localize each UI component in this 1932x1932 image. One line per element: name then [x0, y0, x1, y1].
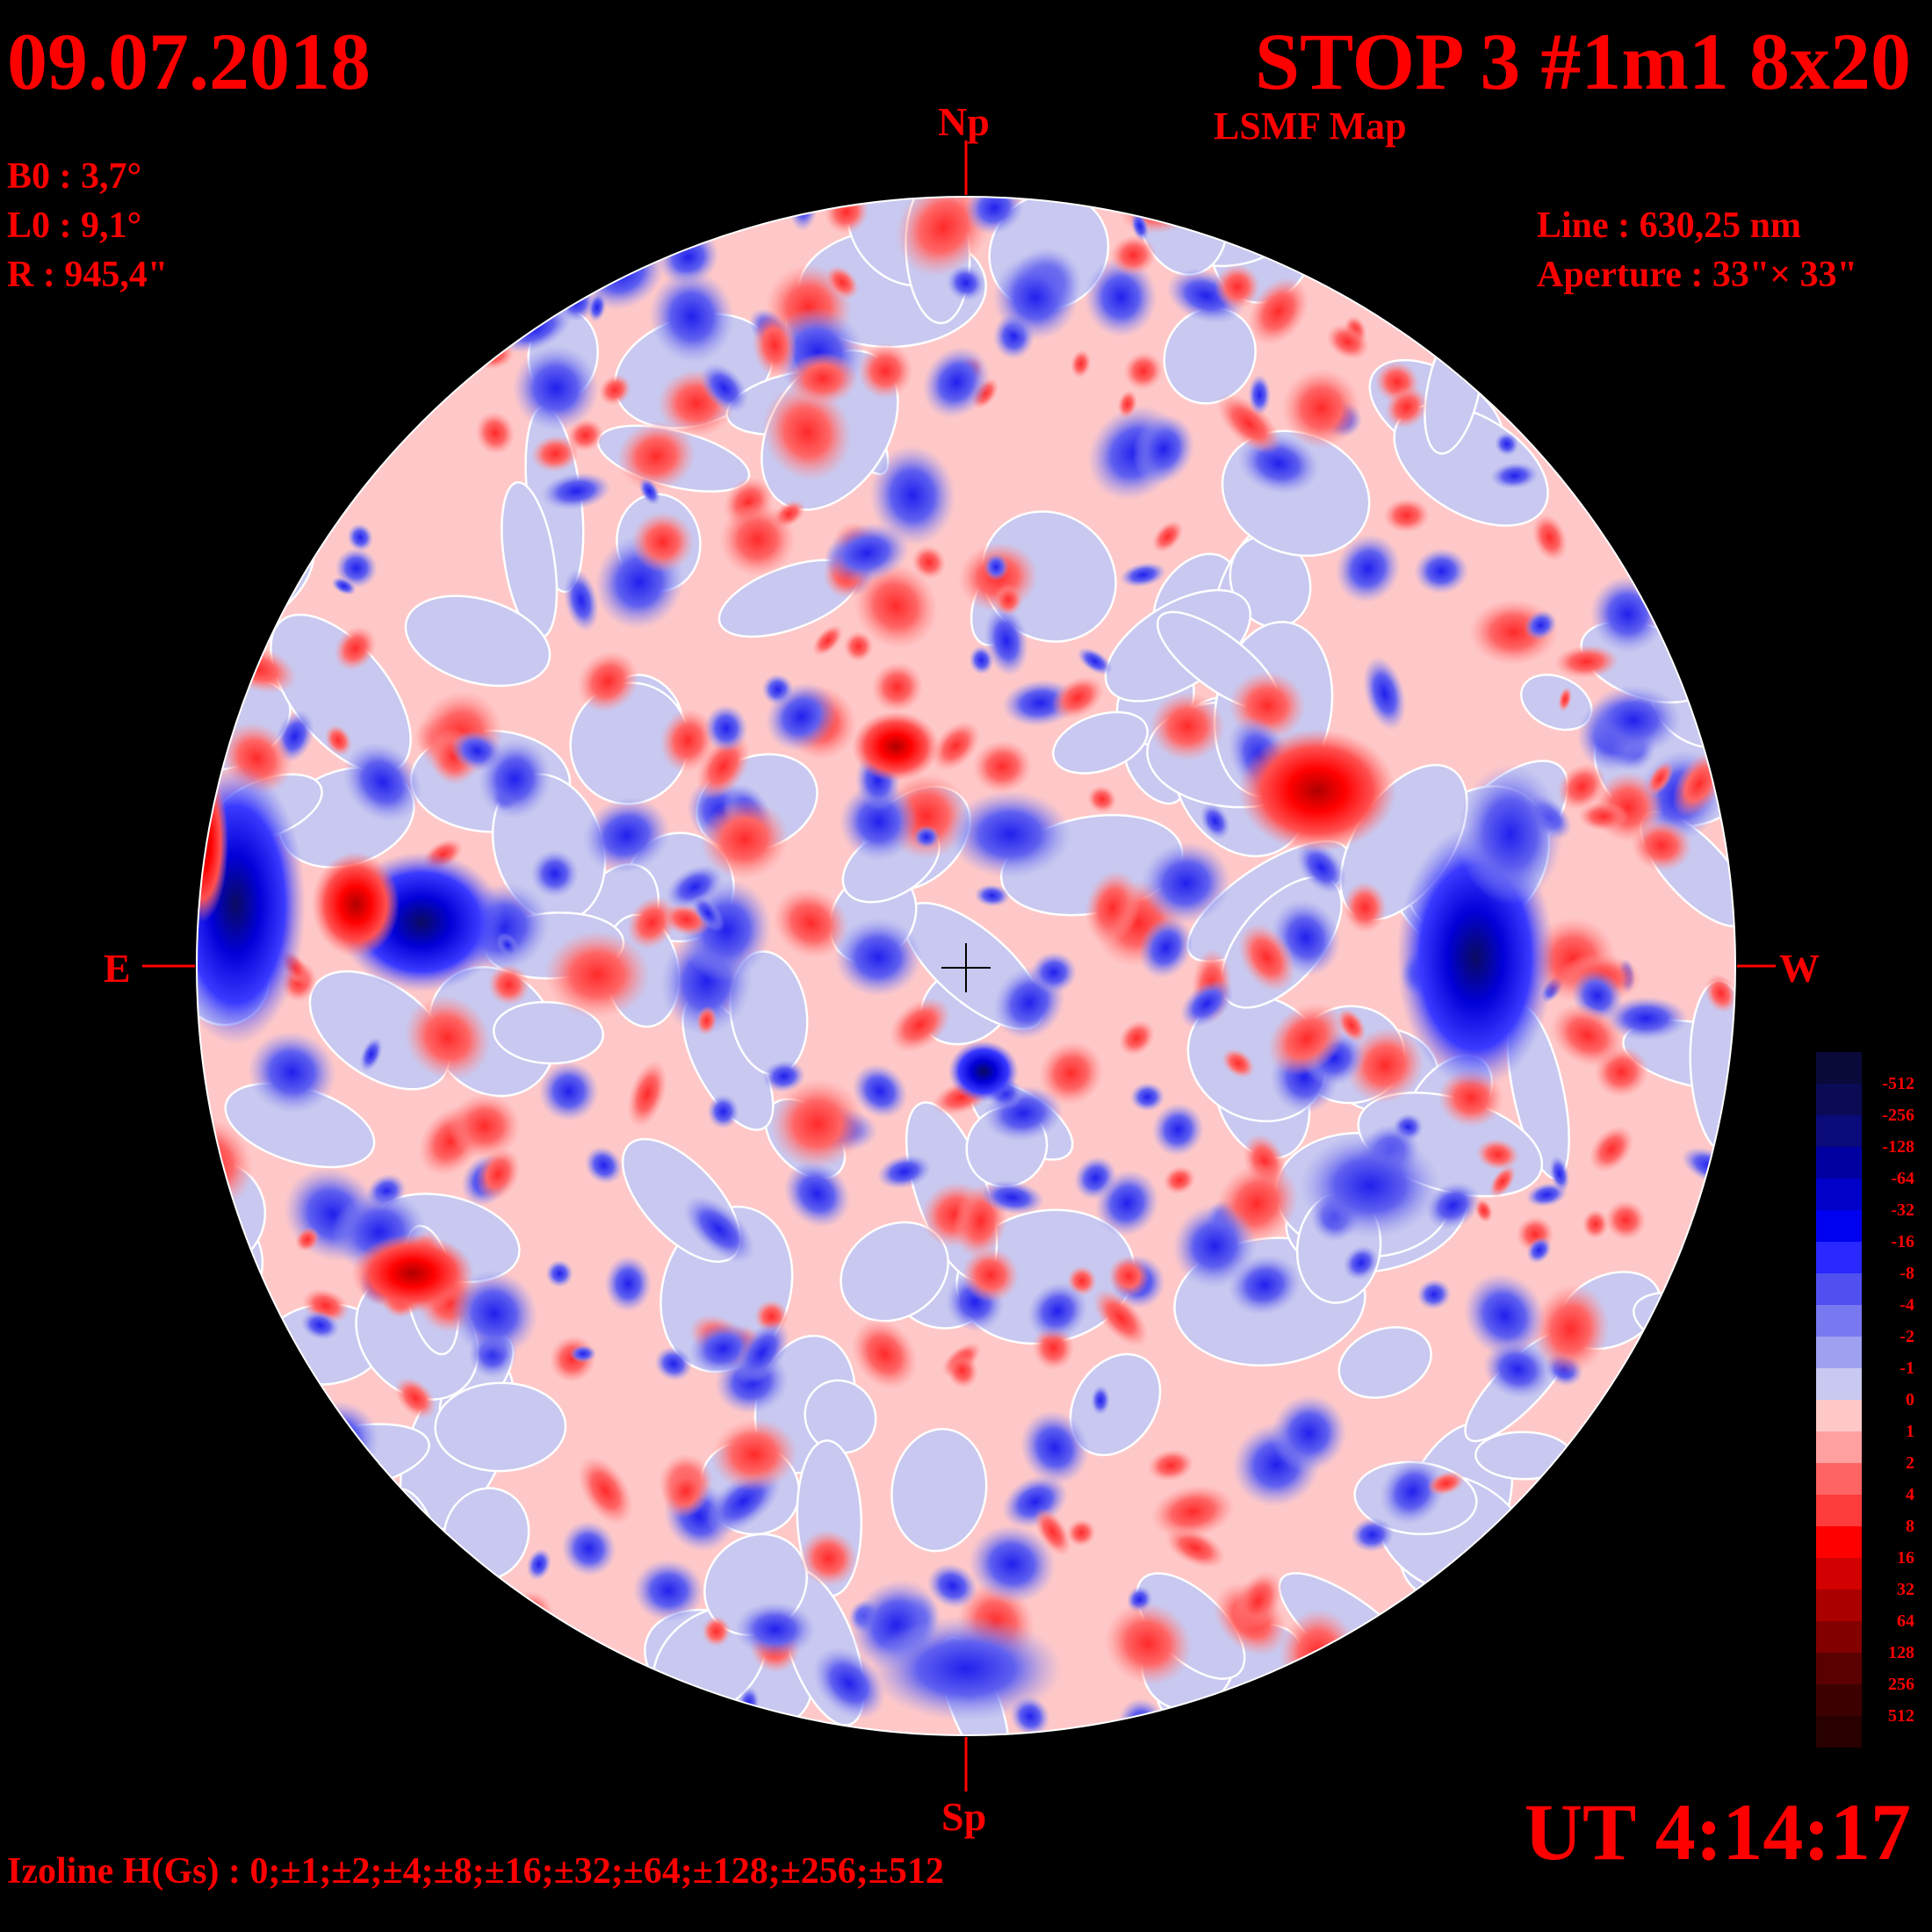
legend-label: 16: [1897, 1548, 1914, 1568]
radius-parameter: R : 945,4": [7, 255, 169, 295]
legend-swatch: [1816, 1653, 1862, 1684]
legend-label: 64: [1897, 1611, 1914, 1631]
east-label: E: [104, 946, 131, 991]
legend-label: -4: [1900, 1295, 1914, 1315]
legend-label: 2: [1906, 1453, 1914, 1473]
legend-swatch: [1816, 1368, 1862, 1400]
legend-swatch: [1816, 1147, 1862, 1179]
spectral-line: Line : 630,25 nm: [1537, 205, 1802, 246]
legend-swatch: [1816, 1115, 1862, 1147]
legend-swatch: [1816, 1526, 1862, 1558]
legend-swatch: [1816, 1495, 1862, 1526]
legend-swatch: [1816, 1684, 1862, 1716]
legend-label: -16: [1891, 1232, 1914, 1251]
legend-label: -2: [1900, 1327, 1914, 1346]
legend-label: 0: [1906, 1390, 1914, 1409]
aperture-size: Aperture : 33"× 33": [1537, 255, 1857, 295]
izoline-levels: Izoline H(Gs) : 0;±1;±2;±4;±8;±16;±32;±6…: [7, 1851, 944, 1892]
legend-swatch: [1816, 1242, 1862, 1273]
b0-parameter: B0 : 3,7°: [7, 156, 142, 197]
legend-label: 4: [1906, 1485, 1914, 1504]
legend-swatch: [1816, 1179, 1862, 1210]
legend-swatch: [1816, 1558, 1862, 1590]
map-subtitle: LSMF Map: [1214, 105, 1407, 148]
legend-label: -512: [1882, 1074, 1914, 1093]
legend-label: -128: [1882, 1137, 1914, 1157]
legend-swatch: [1816, 1084, 1862, 1115]
legend-swatch: [1816, 1210, 1862, 1242]
legend-label: 1: [1906, 1422, 1914, 1441]
map-title: STOP 3 #1m1 8x20: [1254, 17, 1911, 106]
legend-label: -8: [1900, 1264, 1914, 1283]
west-label: W: [1779, 946, 1820, 991]
disk-limb: [196, 196, 1736, 1736]
legend-swatch: [1816, 1400, 1862, 1431]
legend-swatch: [1816, 1052, 1862, 1084]
legend-swatch: [1816, 1716, 1862, 1748]
legend-swatch: [1816, 1305, 1862, 1337]
legend-label: -64: [1891, 1169, 1914, 1188]
magnetic-field-blobs: [197, 197, 1735, 1735]
l0-parameter: L0 : 9,1°: [7, 205, 142, 246]
north-pole-label: Np: [938, 99, 990, 144]
legend-label: -32: [1891, 1200, 1914, 1220]
legend-label: 128: [1888, 1643, 1914, 1662]
center-crosshair-icon: [941, 943, 991, 992]
ut-time: UT 4:14:17: [1524, 1787, 1911, 1877]
legend-swatch: [1816, 1590, 1862, 1621]
legend-swatch: [1816, 1463, 1862, 1495]
legend-label: -256: [1882, 1106, 1914, 1125]
legend-swatch: [1816, 1337, 1862, 1368]
legend-swatch: [1816, 1273, 1862, 1305]
legend-label: 32: [1897, 1580, 1914, 1599]
legend-label: 8: [1906, 1517, 1914, 1536]
legend-swatch: [1816, 1621, 1862, 1653]
observation-date: 09.07.2018: [7, 17, 371, 106]
south-pole-label: Sp: [941, 1794, 987, 1839]
field-legend: -512 -256 -128 -64 -32 -16 -8 -4 -2 -1 0 1 2 4 8 16 32 64…: [1816, 1052, 1914, 1748]
legend-label: -1: [1900, 1359, 1914, 1378]
legend-swatch: [1816, 1431, 1862, 1463]
legend-label: 256: [1888, 1675, 1914, 1694]
legend-label: 512: [1888, 1706, 1914, 1726]
